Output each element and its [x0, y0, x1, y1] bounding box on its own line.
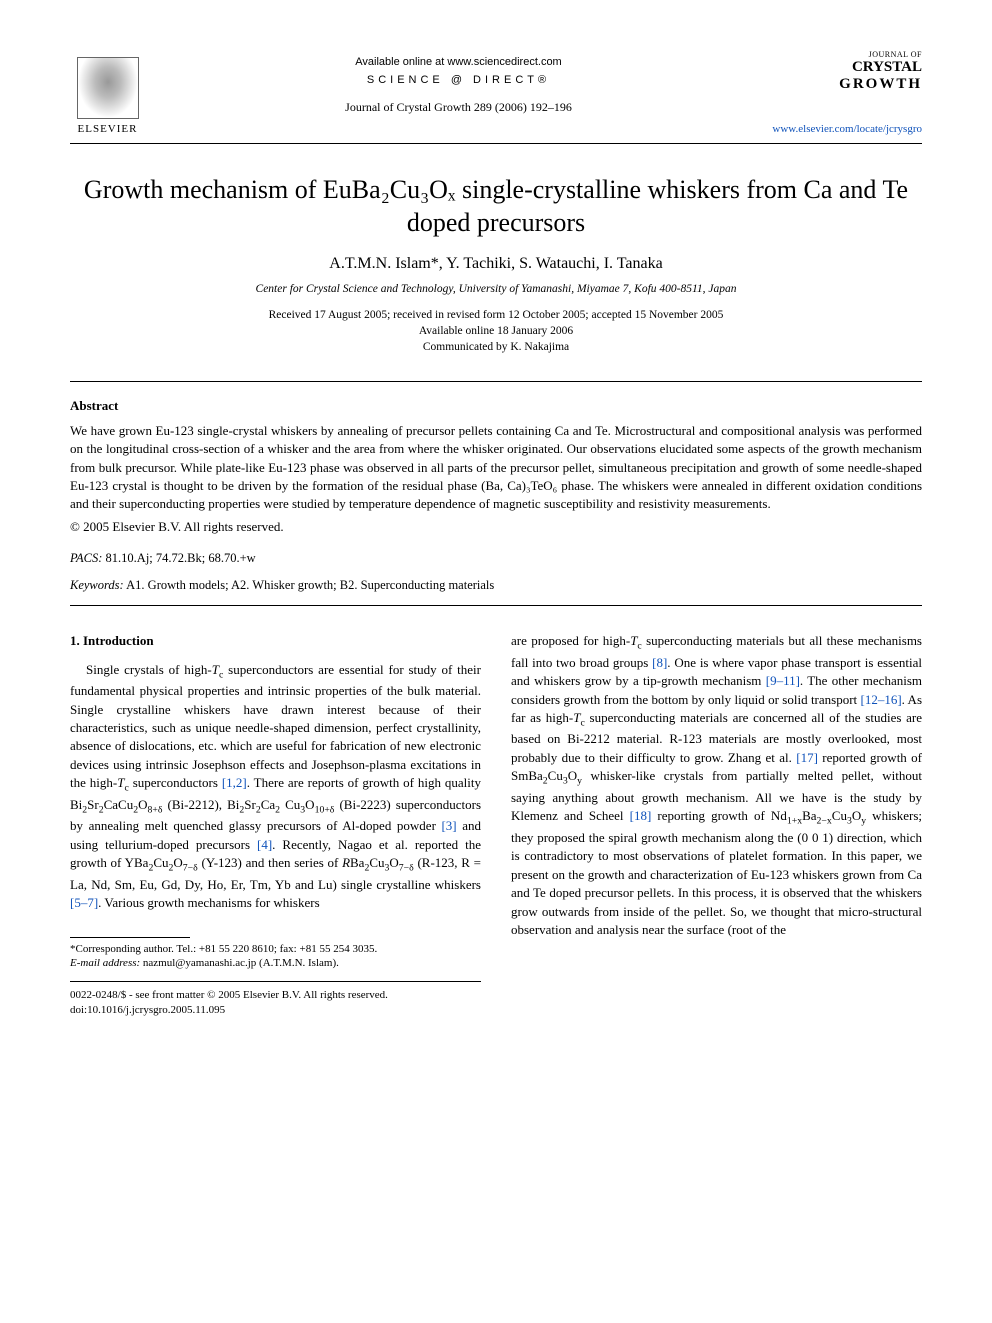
received-line: Received 17 August 2005; received in rev… — [70, 307, 922, 323]
footer-text: 0022-0248/$ - see front matter © 2005 El… — [70, 988, 481, 1018]
header-center: Available online at www.sciencedirect.co… — [145, 50, 772, 115]
abstract-heading: Abstract — [70, 398, 922, 414]
email-line: E-mail address: nazmul@yamanashi.ac.jp (… — [70, 956, 481, 971]
abstract-copyright: © 2005 Elsevier B.V. All rights reserved… — [70, 519, 922, 535]
left-column: 1. Introduction Single crystals of high-… — [70, 632, 481, 1018]
pacs-line: PACS: 81.10.Aj; 74.72.Bk; 68.70.+w — [70, 551, 922, 566]
journal-small-text: JOURNAL OF — [772, 50, 922, 59]
email-value: nazmul@yamanashi.ac.jp (A.T.M.N. Islam). — [143, 957, 339, 969]
footer-rule — [70, 981, 481, 982]
journal-reference: Journal of Crystal Growth 289 (2006) 192… — [145, 100, 772, 115]
keywords-values: A1. Growth models; A2. Whisker growth; B… — [126, 578, 494, 592]
footer-line2: doi:10.1016/j.jcrysgro.2005.11.095 — [70, 1003, 481, 1018]
article-title: Growth mechanism of EuBa₂Cu₃Oₓ single-cr… — [70, 174, 922, 239]
journal-url-link[interactable]: www.elsevier.com/locate/jcrysgro — [772, 123, 922, 135]
elsevier-logo: ELSEVIER — [70, 50, 145, 135]
body-columns: 1. Introduction Single crystals of high-… — [70, 632, 922, 1018]
communicated-line: Communicated by K. Nakajima — [70, 339, 922, 355]
abstract-top-rule — [70, 381, 922, 382]
pacs-values: 81.10.Aj; 74.72.Bk; 68.70.+w — [106, 551, 256, 565]
left-column-para: Single crystals of high-Tc superconducto… — [70, 661, 481, 913]
footnote-separator — [70, 937, 190, 938]
dates-block: Received 17 August 2005; received in rev… — [70, 307, 922, 355]
keywords-label: Keywords: — [70, 578, 124, 592]
affiliation-line: Center for Crystal Science and Technolog… — [70, 283, 922, 295]
elsevier-label: ELSEVIER — [78, 123, 138, 135]
abstract-text: We have grown Eu-123 single-crystal whis… — [70, 422, 922, 513]
email-label: E-mail address: — [70, 957, 140, 969]
authors-line: A.T.M.N. Islam*, Y. Tachiki, S. Watauchi… — [70, 255, 922, 273]
right-column: are proposed for high-Tc superconducting… — [511, 632, 922, 1018]
available-online-text: Available online at www.sciencedirect.co… — [145, 56, 772, 68]
footnote-block: *Corresponding author. Tel.: +81 55 220 … — [70, 942, 481, 972]
keywords-line: Keywords: A1. Growth models; A2. Whisker… — [70, 578, 922, 593]
science-direct-logo: SCIENCE @ DIRECT® — [145, 74, 772, 86]
abstract-bottom-rule — [70, 605, 922, 606]
online-line: Available online 18 January 2006 — [70, 323, 922, 339]
section-1-heading: 1. Introduction — [70, 632, 481, 650]
journal-growth-text: GROWTH — [772, 76, 922, 93]
footer-line1: 0022-0248/$ - see front matter © 2005 El… — [70, 988, 481, 1003]
elsevier-tree-icon — [77, 57, 139, 119]
pacs-label: PACS: — [70, 551, 102, 565]
journal-crystal-text: CRYSTAL — [772, 59, 922, 76]
header-row: ELSEVIER Available online at www.science… — [70, 50, 922, 135]
right-column-para: are proposed for high-Tc superconducting… — [511, 632, 922, 939]
journal-logo: JOURNAL OF CRYSTAL GROWTH www.elsevier.c… — [772, 50, 922, 135]
top-rule — [70, 143, 922, 144]
corresponding-author: *Corresponding author. Tel.: +81 55 220 … — [70, 942, 481, 957]
